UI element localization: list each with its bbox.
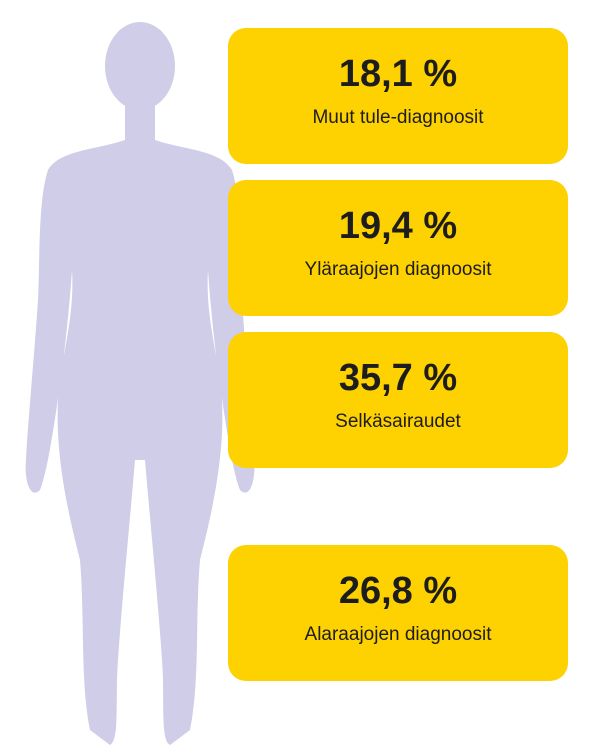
stat-label: Selkäsairaudet (335, 411, 461, 432)
stat-value: 35,7 % (338, 357, 458, 399)
stat-label: Yläraajojen diagnoosit (304, 259, 492, 280)
stat-card: 19,4 % Yläraajojen diagnoosit (228, 180, 568, 316)
stat-label: Muut tule-diagnoosit (312, 107, 484, 128)
body (25, 100, 255, 745)
stat-card: 35,7 % Selkäsairaudet (228, 332, 568, 468)
stat-label: Alaraajojen diagnoosit (304, 624, 492, 645)
stat-card: 26,8 % Alaraajojen diagnoosit (228, 545, 568, 681)
head (105, 22, 175, 110)
stat-value: 18,1 % (338, 53, 458, 95)
stat-value: 19,4 % (338, 205, 458, 247)
stat-value: 26,8 % (338, 570, 458, 612)
stat-card: 18,1 % Muut tule-diagnoosit (228, 28, 568, 164)
